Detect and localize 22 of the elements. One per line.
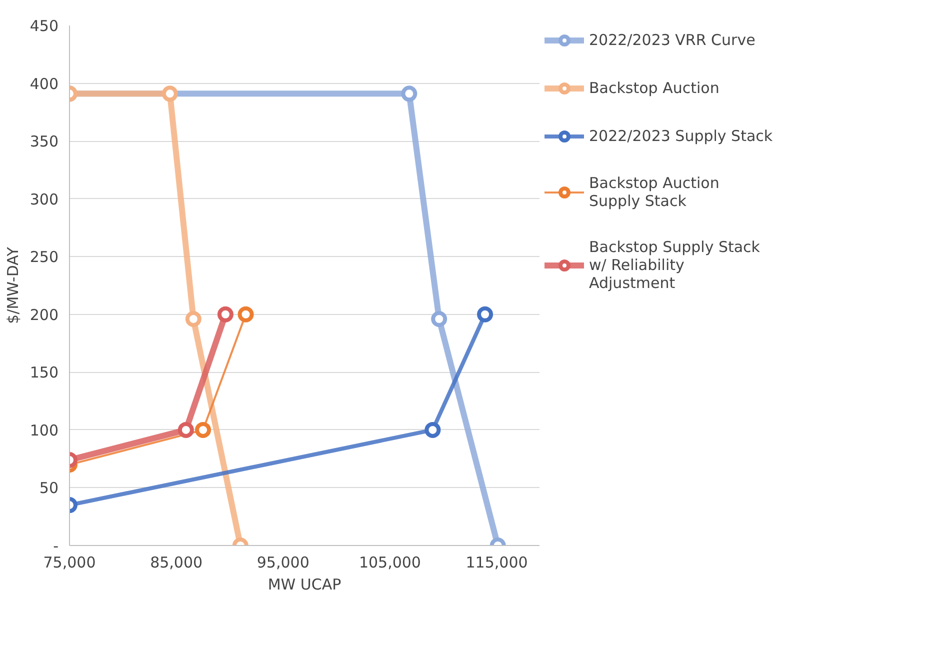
x-tick-label: 85,000	[150, 554, 203, 572]
legend-label: Backstop Auction Supply Stack	[589, 174, 720, 210]
y-tick-label: 300	[30, 190, 59, 208]
legend-label: Backstop Supply Stack w/ Reliability Adjustment	[589, 238, 760, 292]
y-tick-label: 400	[30, 74, 59, 93]
y-tick-label: 450	[30, 17, 59, 35]
y-tick-label: 50	[39, 479, 59, 498]
legend-label: Backstop Auction	[589, 79, 720, 97]
x-tick-label: 115,000	[466, 554, 528, 572]
y-axis-title: $/MW-DAY	[4, 246, 22, 324]
x-tick-label: 105,000	[358, 554, 421, 572]
y-tick-label: 150	[30, 364, 59, 382]
x-axis-title: MW UCAP	[268, 576, 342, 594]
y-tick-label: 200	[30, 306, 59, 324]
legend-label: 2022/2023 VRR Curve	[589, 31, 756, 49]
x-tick-label: 95,000	[256, 554, 310, 572]
x-tick-label: 75,000	[43, 554, 96, 572]
y-tick-label: 250	[30, 248, 59, 266]
y-tick-label: -	[53, 537, 59, 555]
y-tick-label: 100	[30, 421, 59, 440]
legend-label: 2022/2023 Supply Stack	[589, 127, 773, 145]
y-tick-label: 350	[30, 132, 59, 151]
